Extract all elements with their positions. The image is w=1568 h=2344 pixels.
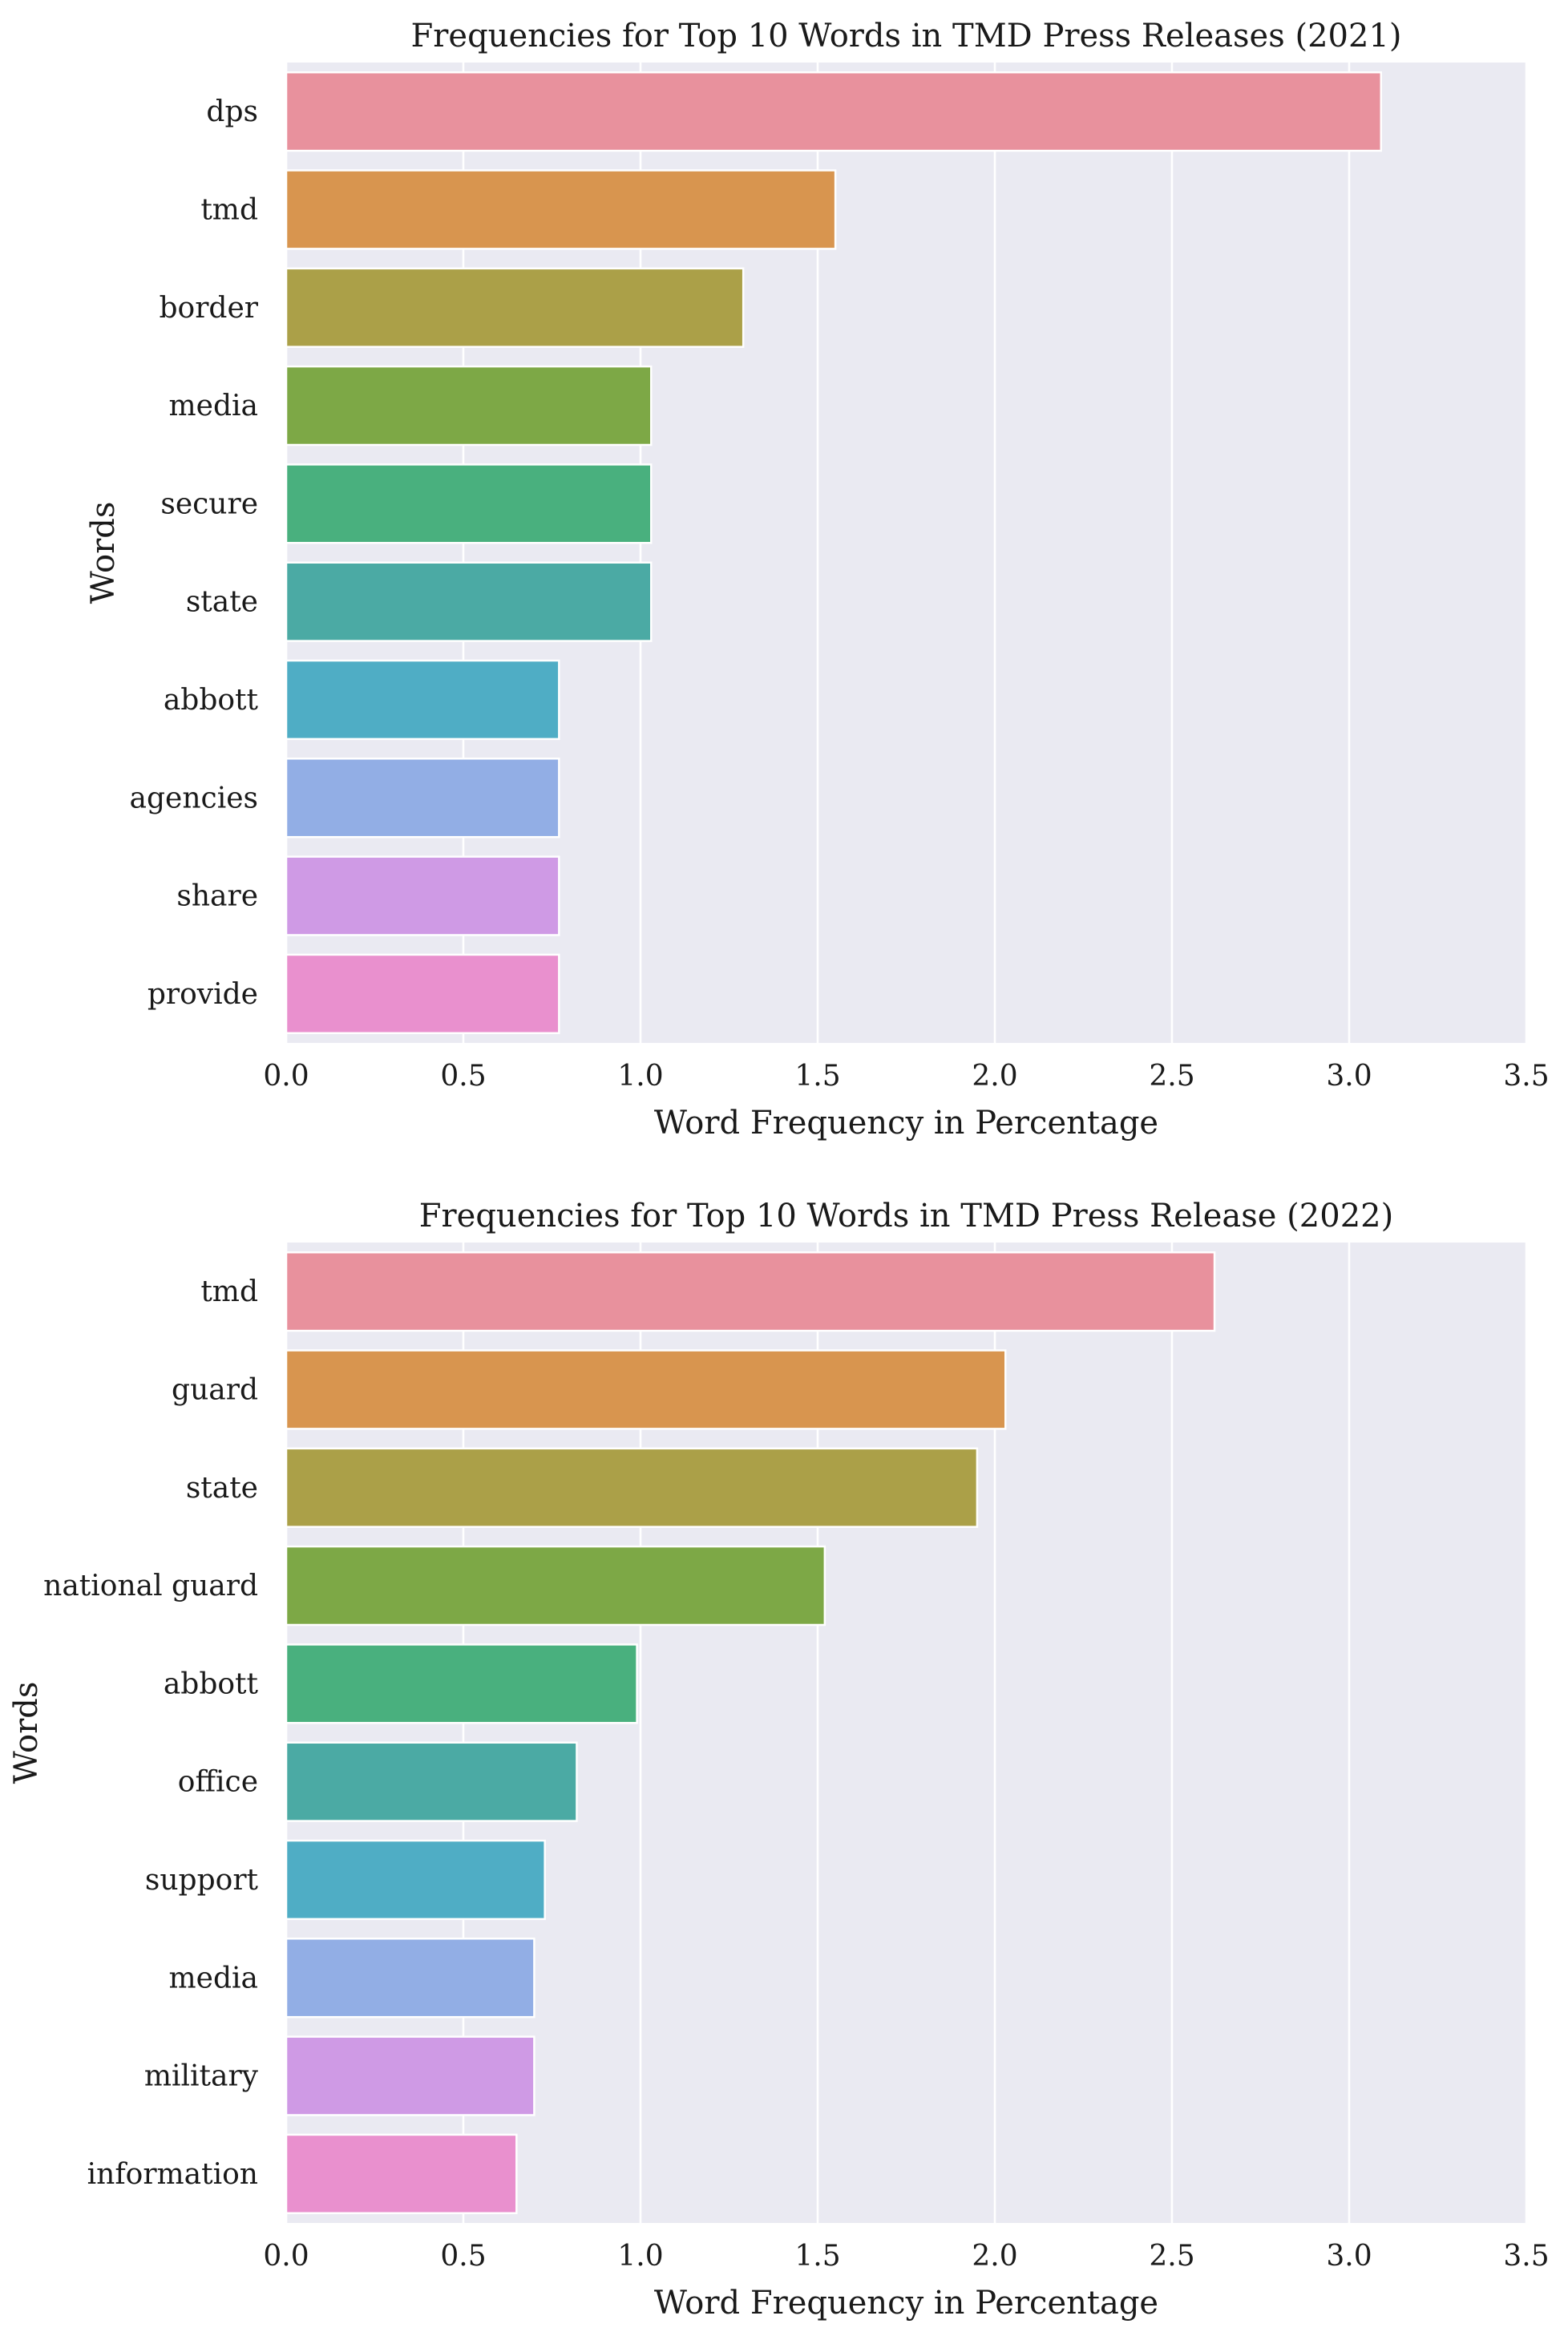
category-labels-2021: dps tmd border media secure state abbott agenci… [130,95,259,1011]
x-tick-label: 0.5 [440,1060,486,1093]
category-label: dps [206,95,258,128]
x-tick-label: 1.5 [794,2240,840,2273]
bar-information [285,2133,518,2215]
bar-tmd [285,169,837,250]
x-tick-label: 2.0 [972,2240,1017,2273]
chart-2021: dps tmd border media secure state abbott agenci… [85,18,1550,1142]
bar-abbott [285,1643,638,1724]
category-label: state [186,1472,258,1505]
y-axis-label-2021: Words [85,502,122,604]
bar-dps [285,71,1383,152]
x-tick-labels-2021: 0.0 0.5 1.0 1.5 2.0 2.5 3.0 3.5 [263,1060,1549,1093]
chart-title-2022: Frequencies for Top 10 Words in TMD Pres… [419,1198,1393,1235]
category-label: military [144,2060,259,2093]
bar-guard [285,1349,1007,1430]
chart-2022: tmd guard state national guard abbott office s… [8,1198,1550,2322]
bar-national-guard [285,1545,826,1627]
x-tick-label: 1.5 [794,1060,840,1093]
category-label: office [178,1766,258,1799]
category-label: guard [172,1373,258,1406]
bar-state [285,561,653,642]
x-tick-label: 3.0 [1326,2240,1372,2273]
category-label: secure [160,487,258,520]
bars-2021 [285,71,1383,1035]
x-tick-label: 1.0 [617,1060,663,1093]
x-tick-label: 3.0 [1326,1060,1372,1093]
bar-media [285,1938,535,2019]
category-label: agencies [130,782,258,814]
x-tick-label: 0.5 [440,2240,486,2273]
category-label: tmd [200,193,258,226]
category-label: abbott [164,684,259,717]
chart-title-2021: Frequencies for Top 10 Words in TMD Pres… [411,18,1402,55]
category-label: national guard [43,1570,258,1602]
bar-support [285,1839,546,1921]
x-tick-label: 0.0 [263,1060,309,1093]
x-tick-label: 2.0 [972,1060,1017,1093]
x-tick-label: 1.0 [617,2240,663,2273]
category-label: media [169,1962,258,1994]
x-tick-label: 3.5 [1503,1060,1549,1093]
category-label: tmd [200,1275,258,1308]
x-tick-label: 3.5 [1503,2240,1549,2273]
x-axis-label-2021: Word Frequency in Percentage [654,1105,1158,1142]
category-label: share [176,880,258,913]
category-label: state [186,586,258,619]
bar-military [285,2035,535,2116]
x-tick-label: 2.5 [1149,1060,1194,1093]
bar-media [285,365,653,447]
bars-2022 [285,1251,1216,2215]
x-tick-label: 0.0 [263,2240,309,2273]
bar-office [285,1741,578,1822]
bar-secure [285,463,653,544]
category-label: support [145,1864,259,1897]
bar-state [285,1447,979,1528]
category-label: border [160,292,259,325]
bar-provide [285,953,560,1035]
category-labels-2022: tmd guard state national guard abbott office s… [43,1275,259,2191]
bar-agencies [285,758,560,839]
bar-tmd [285,1251,1216,1332]
category-label: abbott [164,1667,259,1700]
category-label: information [87,2158,258,2191]
category-label: media [169,390,258,422]
x-tick-label: 2.5 [1149,2240,1194,2273]
x-tick-labels-2022: 0.0 0.5 1.0 1.5 2.0 2.5 3.0 3.5 [263,2240,1549,2273]
bar-border [285,267,745,348]
category-label: provide [148,978,258,1011]
bar-abbott [285,659,560,741]
x-axis-label-2022: Word Frequency in Percentage [654,2285,1158,2322]
y-axis-label-2022: Words [8,1682,45,1784]
bar-share [285,855,560,936]
